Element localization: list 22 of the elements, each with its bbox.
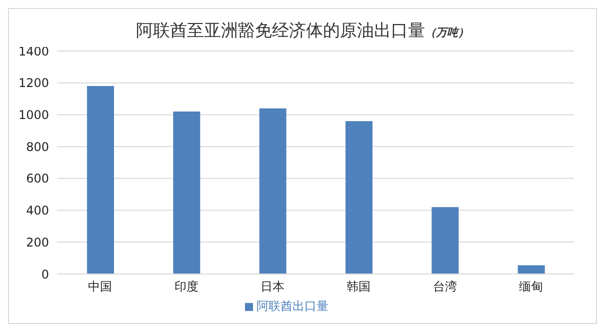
x-tick-label: 台湾 xyxy=(432,280,457,294)
bar xyxy=(87,86,114,274)
bar xyxy=(259,108,286,274)
y-tick-label: 1200 xyxy=(18,76,49,90)
x-tick-label: 日本 xyxy=(260,280,284,294)
bar xyxy=(518,265,545,274)
bar xyxy=(432,207,459,274)
y-tick-label: 200 xyxy=(26,235,49,250)
x-tick-label: 印度 xyxy=(174,280,198,294)
x-tick-label: 缅甸 xyxy=(518,280,543,294)
y-tick-label: 1000 xyxy=(18,108,49,122)
y-tick-label: 400 xyxy=(26,204,49,218)
y-tick-label: 0 xyxy=(41,267,49,282)
x-tick-label: 韩国 xyxy=(346,280,371,294)
legend-label: 阿联酋出口量 xyxy=(256,299,328,313)
chart-subtitle: （万吨） xyxy=(425,26,469,39)
chart-title: 阿联酋至亚洲豁免经济体的原油出口量 xyxy=(136,21,425,41)
y-tick-label: 600 xyxy=(26,172,49,186)
bar xyxy=(346,121,372,274)
y-tick-label: 800 xyxy=(26,140,49,154)
bar xyxy=(173,112,200,274)
x-tick-label: 中国 xyxy=(88,280,112,294)
